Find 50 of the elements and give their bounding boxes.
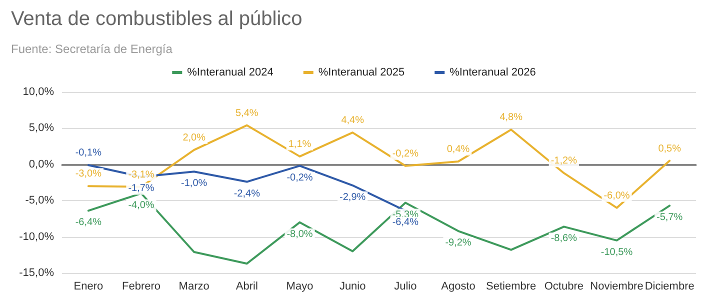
x-tick-label: Setiembre [486, 280, 536, 292]
chart-title: Venta de combustibles al público [11, 8, 302, 30]
data-label: 5,4% [236, 108, 258, 119]
data-label: -2,9% [340, 192, 366, 203]
x-tick-label: Julio [394, 280, 417, 292]
data-label: -1,0% [181, 178, 208, 190]
chart-subtitle: Fuente: Secretaría de Energía [11, 42, 173, 56]
data-label: 4,4% [341, 115, 364, 126]
data-label: -2,4% [234, 188, 260, 200]
data-label: -5,7% [656, 212, 683, 224]
x-tick-label: Octubre [544, 280, 584, 292]
x-tick-label: Noviembre [590, 280, 644, 292]
legend-label: %Interanual 2025 [318, 66, 405, 78]
data-label: 1,1% [288, 138, 312, 150]
y-tick-label: 0,0% [28, 158, 54, 170]
y-tick-label: -5,0% [25, 194, 54, 207]
x-tick-label: Abril [236, 280, 258, 292]
data-label: 0,4% [446, 144, 470, 156]
legend-label: %Interanual 2024 [187, 66, 274, 78]
data-label: -5,3% [392, 209, 419, 220]
data-label: -3,1% [128, 169, 154, 180]
data-label: -6,0% [604, 190, 630, 202]
x-tick-label: Agosto [441, 280, 476, 292]
data-label: -0,1% [75, 148, 102, 159]
data-label: -8,0% [286, 228, 313, 240]
data-label: 0,5% [658, 143, 682, 154]
data-label: -10,5% [600, 246, 633, 258]
data-label: -8,6% [550, 233, 578, 244]
y-tick-label: -10,0% [19, 230, 54, 243]
y-tick-label: 10,0% [22, 86, 54, 98]
x-tick-label: Junio [339, 280, 366, 292]
data-label: -1,2% [550, 156, 578, 167]
data-label: -4,0% [128, 200, 154, 211]
data-label: -3,0% [75, 168, 102, 180]
data-label: 2,0% [182, 132, 206, 144]
data-label: -6,4% [75, 217, 102, 228]
data-label: -9,2% [445, 238, 472, 249]
x-tick-label: Marzo [178, 280, 210, 292]
x-tick-label: Mayo [286, 280, 314, 292]
data-label: -6,4% [392, 217, 419, 228]
data-label: -1,7% [128, 183, 154, 194]
x-tick-label: Enero [74, 280, 104, 292]
y-tick-label: 5,0% [28, 122, 54, 134]
legend-label: %Interanual 2026 [450, 66, 536, 78]
x-tick-label: Diciembre [644, 280, 694, 292]
x-tick-label: Febrero [122, 280, 161, 292]
y-tick-label: -15,0% [19, 267, 54, 279]
data-label: -0,2% [392, 148, 419, 160]
data-label: -0,2% [286, 172, 313, 184]
data-label: 4,8% [500, 112, 523, 124]
